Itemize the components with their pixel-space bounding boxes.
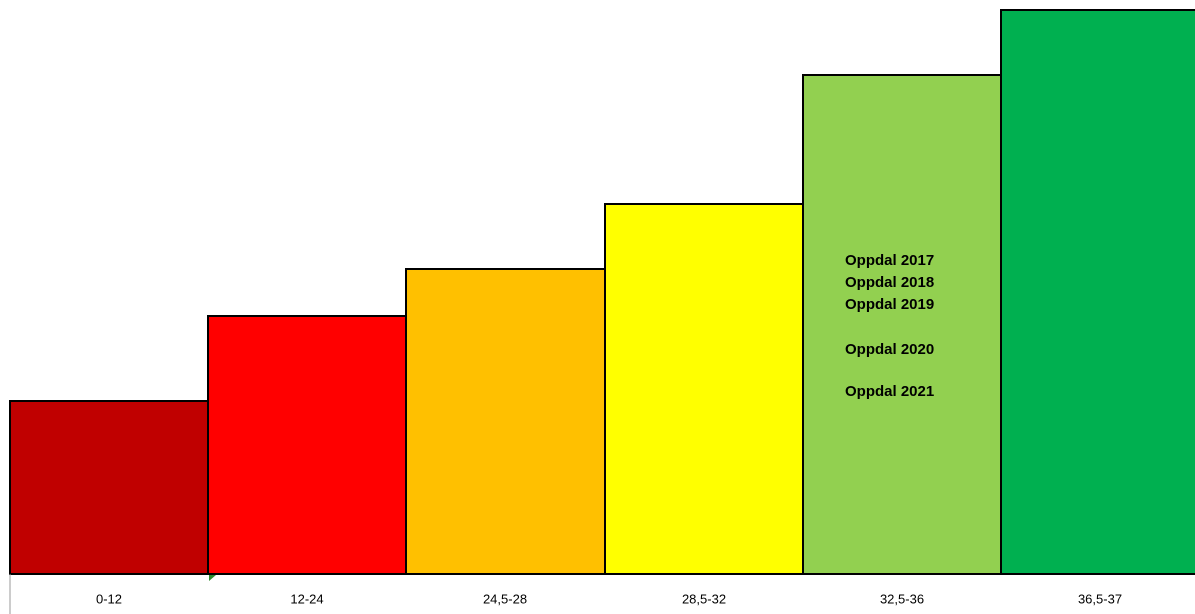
step-bar xyxy=(9,400,209,575)
step-bar xyxy=(802,74,1002,575)
category-label: 32,5-36 xyxy=(880,591,924,606)
category-label: 24,5-28 xyxy=(483,591,527,606)
annotation: Oppdal 2021 xyxy=(845,383,934,400)
category-label: 28,5-32 xyxy=(682,591,726,606)
step-bar xyxy=(604,203,804,575)
category-label: 36,5-37 xyxy=(1078,591,1122,606)
corner-marker xyxy=(209,575,216,581)
annotation: Oppdal 2018 xyxy=(845,274,934,291)
step-bar xyxy=(207,315,407,575)
step-bar xyxy=(405,268,606,575)
category-label: 0-12 xyxy=(96,591,122,606)
category-label: 12-24 xyxy=(290,591,323,606)
annotation: Oppdal 2019 xyxy=(845,296,934,313)
annotation: Oppdal 2017 xyxy=(845,252,934,269)
step-bar xyxy=(1000,9,1195,575)
annotation: Oppdal 2020 xyxy=(845,341,934,358)
